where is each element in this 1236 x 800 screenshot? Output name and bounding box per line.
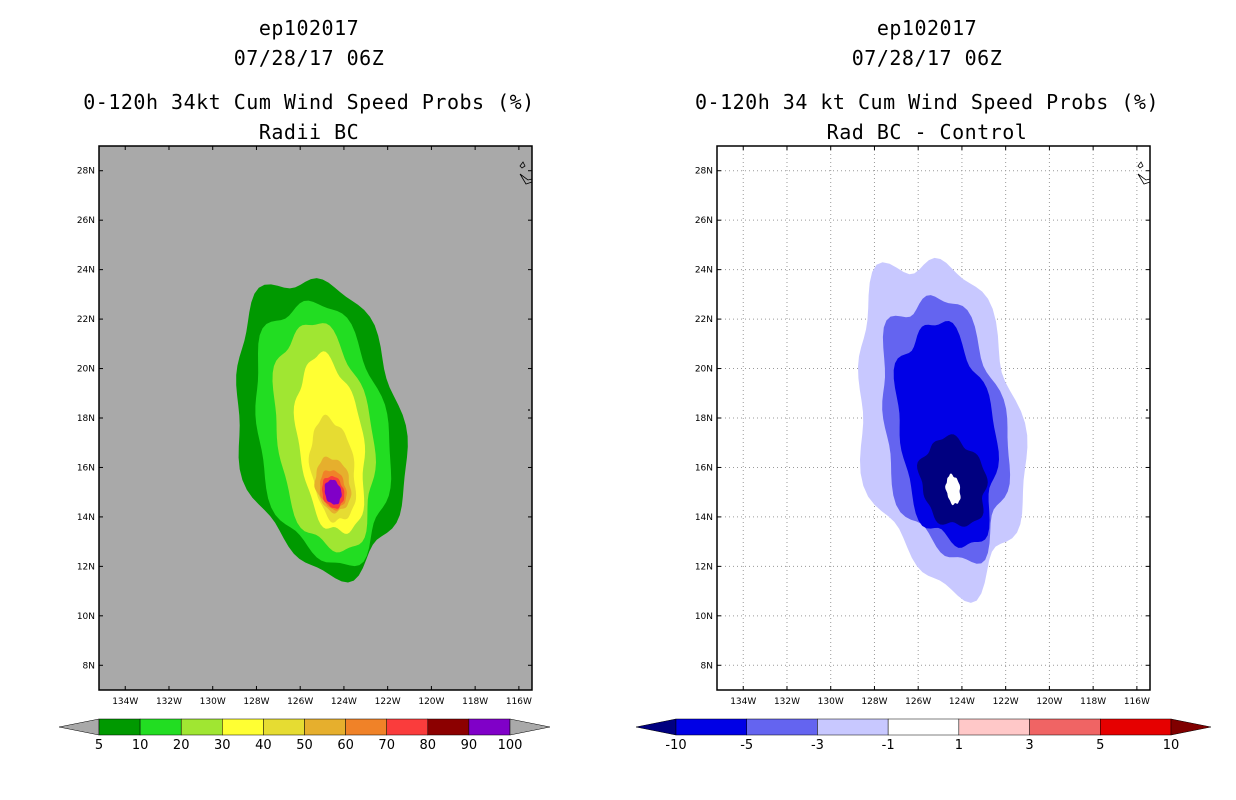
left-colorbar-label: 40: [255, 738, 272, 753]
right-colorbar-swatch: [1029, 718, 1101, 736]
left-colorbar-label: 5: [95, 738, 103, 753]
left-x-tick-label: 118W: [462, 697, 488, 707]
right-chart-panel: ep102017 07/28/17 06Z 0-120h 34 kt Cum W…: [618, 0, 1236, 800]
left-chart-subtitle: Radii BC: [258, 120, 360, 144]
right-y-tick-label: 24N: [695, 266, 713, 276]
right-x-tick-label: 128W: [861, 697, 887, 707]
left-colorbar-label: 50: [296, 738, 313, 753]
right-x-tick-label: 134W: [730, 697, 756, 707]
right-y-tick-label: 8N: [701, 661, 713, 671]
right-x-tick-label: 116W: [1124, 697, 1150, 707]
left-x-tick-label: 122W: [375, 697, 401, 707]
right-colorbar-label: 3: [1025, 738, 1033, 753]
left-colorbar-label: 90: [461, 738, 478, 753]
left-y-tick-label: 12N: [77, 562, 95, 572]
right-storm-id: ep102017: [876, 16, 978, 40]
left-colorbar-label: 30: [214, 738, 231, 753]
left-x-tick-label: 132W: [156, 697, 182, 707]
right-y-tick-label: 22N: [695, 315, 713, 325]
right-chart-subtitle: Rad BC - Control: [826, 120, 1028, 144]
right-x-tick-label: 120W: [1036, 697, 1062, 707]
left-y-tick-label: 22N: [77, 315, 95, 325]
right-colorbar-swatch: [817, 718, 889, 736]
left-chart-svg: 134W 132W 130W 128W 126W 124W 122W 120W 118W 116W…: [58, 145, 551, 753]
right-y-tick-label: 20N: [695, 365, 713, 375]
right-colorbar-label: 5: [1096, 738, 1104, 753]
left-colorbar-swatch: [386, 718, 429, 736]
right-chart-svg: 134W 132W 130W 128W 126W 124W 122W 120W 118W 116W…: [635, 145, 1212, 753]
right-colorbar-label: -5: [740, 738, 753, 753]
left-colorbar-label: 70: [378, 738, 395, 753]
left-y-tick-label: 24N: [77, 266, 95, 276]
left-chart-title: 0-120h 34kt Cum Wind Speed Probs (%): [83, 90, 535, 114]
right-colorbar-swatch: [675, 718, 747, 736]
left-y-tick-label: 16N: [77, 463, 95, 473]
left-colorbar-swatch: [263, 718, 305, 736]
right-colorbar-label: 1: [955, 738, 963, 753]
left-contour-90: [324, 479, 342, 505]
left-x-tick-label: 116W: [506, 697, 532, 707]
right-datetime: 07/28/17 06Z: [851, 46, 1003, 70]
left-x-tick-label: 130W: [200, 697, 226, 707]
left-colorbar-right-arrow: [509, 718, 551, 736]
right-x-tick-label: 126W: [905, 697, 931, 707]
right-y-tick-label: 28N: [695, 167, 713, 177]
right-colorbar-swatch: [887, 718, 960, 736]
left-colorbar-left-arrow: [58, 718, 100, 736]
right-colorbar-label: 10: [1163, 738, 1180, 753]
right-coastline: [1137, 161, 1151, 185]
left-colorbar-label: 80: [420, 738, 437, 753]
left-y-tick-label: 28N: [77, 167, 95, 177]
right-colorbar-swatch: [746, 718, 818, 736]
left-y-tick-label: 26N: [77, 216, 95, 226]
right-colorbar-label: -1: [882, 738, 895, 753]
left-colorbar-label: 100: [498, 738, 523, 753]
left-colorbar-swatch: [222, 718, 264, 736]
right-y-tick-label: 26N: [695, 216, 713, 226]
right-colorbar-swatch: [1100, 718, 1172, 736]
left-colorbar-label: 10: [132, 738, 149, 753]
right-x-tick-label: 130W: [818, 697, 844, 707]
left-x-tick-label: 126W: [287, 697, 313, 707]
left-colorbar-swatch: [180, 718, 223, 736]
left-coastline: [519, 161, 533, 185]
right-contour-1: [945, 473, 961, 506]
right-colorbar-label: -3: [811, 738, 824, 753]
left-y-tick-label: 10N: [77, 612, 95, 622]
right-y-tick-label: 10N: [695, 612, 713, 622]
left-x-tick-label: 134W: [112, 697, 138, 707]
left-y-tick-label: 18N: [77, 414, 95, 424]
left-y-tick-label: 20N: [77, 365, 95, 375]
right-x-tick-label: 124W: [949, 697, 975, 707]
right-y-tick-label: 12N: [695, 562, 713, 572]
left-colorbar-swatch: [468, 718, 511, 736]
right-colorbar-left-arrow: [635, 718, 677, 736]
left-colorbar-swatch: [139, 718, 182, 736]
right-x-tick-label: 122W: [993, 697, 1019, 707]
right-colorbar-swatch: [958, 718, 1030, 736]
right-y-tick-label: 18N: [695, 414, 713, 424]
right-colorbar-label: -10: [665, 738, 686, 753]
left-x-tick-label: 120W: [418, 697, 444, 707]
left-colorbar-swatch: [345, 718, 387, 736]
right-x-tick-label: 132W: [774, 697, 800, 707]
left-datetime: 07/28/17 06Z: [233, 46, 385, 70]
left-colorbar-label: 60: [337, 738, 354, 753]
right-colorbar-right-arrow: [1170, 718, 1212, 736]
left-colorbar-label: 20: [173, 738, 190, 753]
left-x-tick-label: 128W: [243, 697, 269, 707]
left-storm-id: ep102017: [258, 16, 360, 40]
left-x-tick-label: 124W: [331, 697, 357, 707]
left-colorbar-swatch: [427, 718, 470, 736]
left-chart-panel: ep102017 07/28/17 06Z 0-120h 34kt Cum Wi…: [58, 16, 551, 753]
right-y-tick-label: 14N: [695, 513, 713, 523]
left-y-tick-label: 14N: [77, 513, 95, 523]
left-y-tick-label: 8N: [83, 661, 95, 671]
left-colorbar-swatch: [98, 718, 141, 736]
right-chart-title: 0-120h 34 kt Cum Wind Speed Probs (%): [694, 90, 1160, 114]
right-y-tick-label: 16N: [695, 463, 713, 473]
right-x-tick-label: 118W: [1080, 697, 1106, 707]
left-colorbar-swatch: [304, 718, 346, 736]
